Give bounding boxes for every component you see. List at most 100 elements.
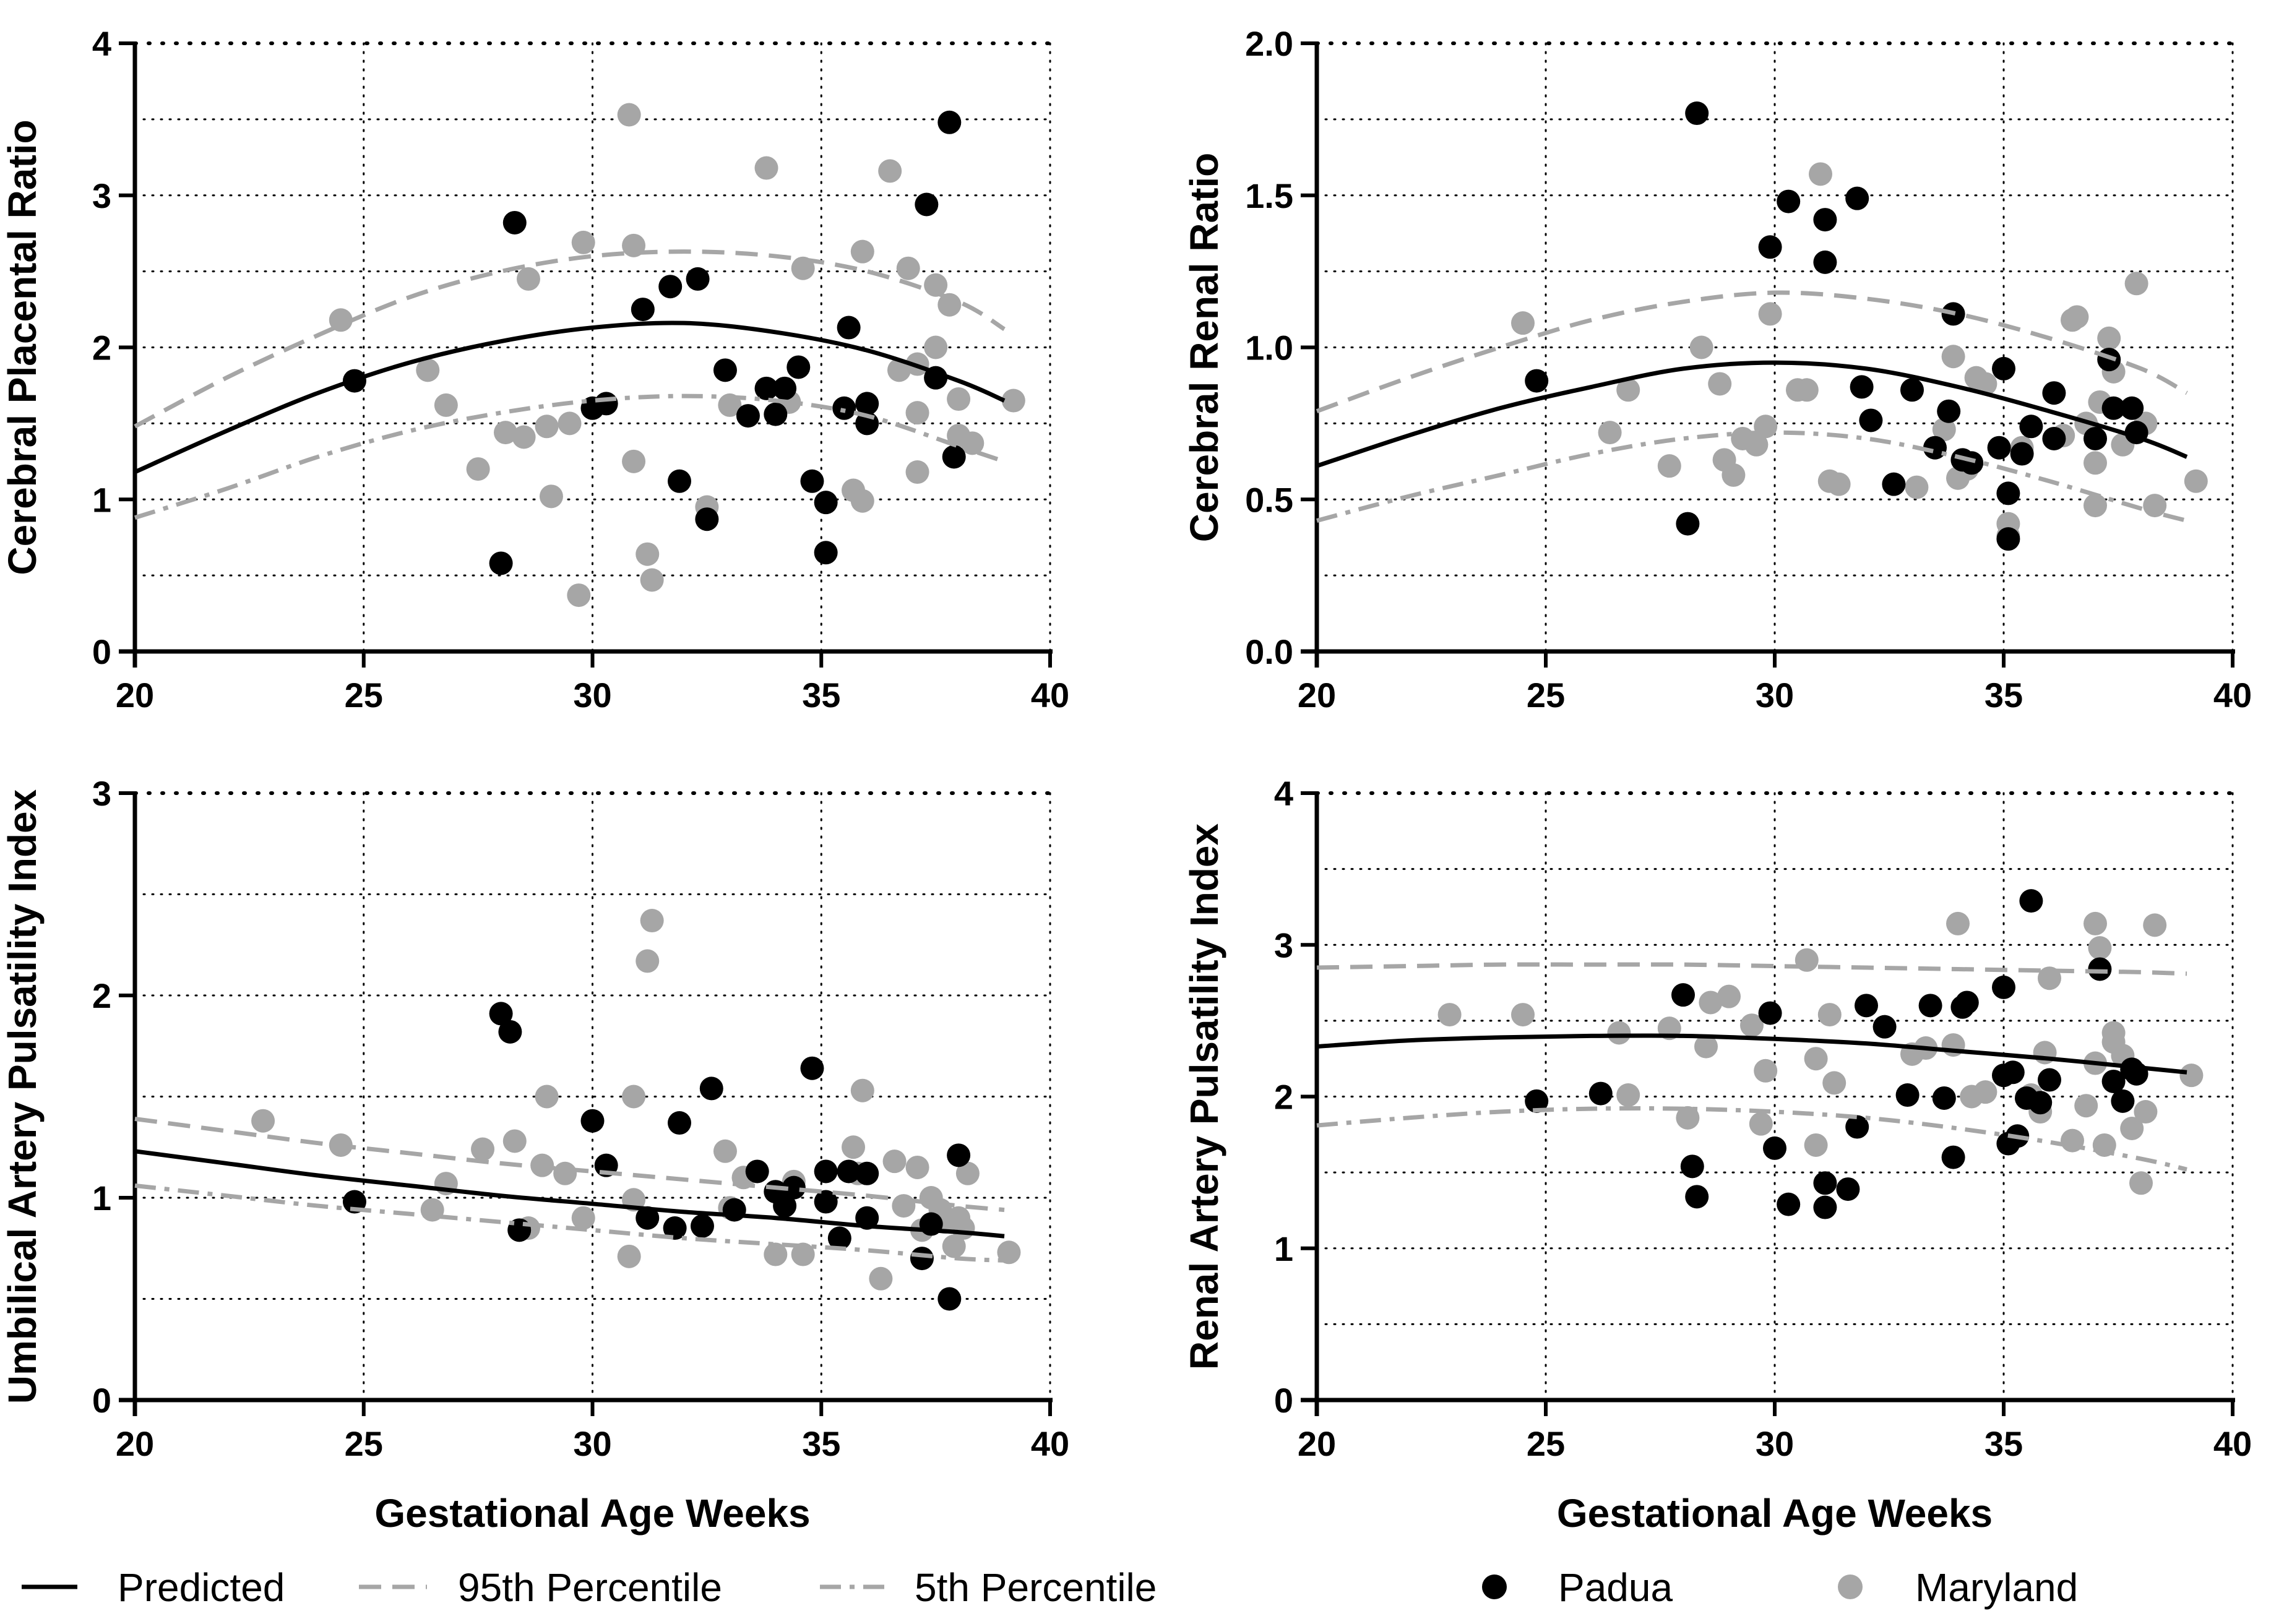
maryland-point	[791, 1242, 815, 1266]
padua-point	[2088, 957, 2112, 981]
padua-point	[1758, 1001, 1782, 1025]
y-tick-label: 1	[92, 1179, 111, 1218]
legend-padua-label: Padua	[1558, 1565, 1673, 1610]
maryland-point	[1717, 984, 1741, 1008]
maryland-point	[887, 358, 911, 382]
padua-point	[1855, 994, 1878, 1018]
padua-point	[1777, 189, 1801, 213]
padua-point	[937, 1287, 962, 1311]
maryland-point	[2088, 936, 2112, 960]
maryland-point	[558, 411, 582, 436]
maryland-point	[251, 1109, 275, 1133]
chart-panel-2: 0.0 0.5 1.0 1.5 2.0 20 25 30 35 40 Cerebral Renal …	[1182, 24, 2252, 715]
padua-point	[489, 551, 513, 575]
padua-point	[1525, 1089, 1549, 1113]
padua-point	[773, 376, 797, 400]
maryland-point	[924, 335, 948, 359]
y-tick-label: 2	[1274, 1078, 1293, 1117]
maryland-point	[1946, 911, 1970, 935]
padua-point	[855, 1161, 879, 1185]
padua-point	[1872, 1015, 1897, 1039]
x-tick-label: 40	[1031, 676, 1069, 715]
y-axis-title: Cerebral Renal Ratio	[1182, 153, 1226, 543]
maryland-point	[622, 1085, 646, 1109]
padua-point	[1845, 1115, 1869, 1139]
maryland-point	[850, 1078, 874, 1102]
padua-point	[736, 404, 760, 428]
padua-point	[695, 507, 719, 531]
y-tick-label: 3	[92, 774, 111, 813]
maryland-point	[466, 457, 490, 481]
maryland-point	[2074, 1094, 2098, 1118]
maryland-point	[1616, 1083, 1640, 1107]
padua-point	[2010, 442, 2034, 466]
maryland-point	[1437, 1003, 1462, 1027]
maryland-point	[1722, 463, 1746, 487]
maryland-point	[878, 159, 902, 183]
padua-point	[722, 1198, 746, 1222]
y-tick-label: 4	[92, 24, 111, 63]
maryland-point	[754, 156, 778, 180]
y-tick-label: 3	[92, 176, 111, 215]
padua-point	[1932, 1086, 1956, 1110]
padua-point	[1992, 356, 2015, 380]
legend-padua-dot-icon	[1482, 1575, 1507, 1599]
maryland-point	[571, 230, 595, 254]
maryland-point	[2084, 911, 2107, 935]
maryland-point	[640, 568, 664, 592]
padua-point	[1845, 186, 1869, 210]
legend: Predicted 95th Percentile 5th Percentile…	[22, 1565, 2078, 1610]
padua-point	[502, 210, 527, 234]
maryland-point	[1676, 1106, 1700, 1130]
padua-point	[2001, 1060, 2025, 1085]
padua-point	[1996, 481, 2020, 505]
legend-5th-label: 5th Percentile	[915, 1565, 1157, 1610]
padua-point	[1918, 994, 1942, 1018]
padua-point	[658, 275, 683, 299]
padua-point	[2038, 1068, 2061, 1092]
padua-point	[2028, 1091, 2053, 1115]
maryland-point	[2124, 272, 2148, 296]
padua-point	[498, 1020, 522, 1044]
x-tick-label: 25	[345, 676, 383, 715]
padua-point	[1960, 451, 1984, 475]
x-axis-title: Gestational Age Weeks	[1557, 1491, 1993, 1536]
maryland-point	[2129, 1171, 2153, 1195]
padua-point	[910, 1247, 934, 1271]
maryland-point	[1689, 335, 1713, 359]
padua-point	[1685, 1185, 1709, 1209]
x-tick-label: 35	[802, 676, 840, 715]
padua-point	[1996, 527, 2020, 551]
padua-point	[814, 1190, 838, 1214]
maryland-point	[937, 293, 962, 317]
padua-point	[837, 316, 861, 340]
padua-point	[947, 1143, 971, 1167]
maryland-point	[1804, 1047, 1828, 1071]
y-tick-label: 0	[92, 632, 111, 671]
x-tick-label: 30	[573, 676, 611, 715]
y-tick-label: 0.0	[1245, 632, 1293, 671]
y-tick-label: 1.5	[1245, 176, 1293, 215]
x-tick-label: 40	[1031, 1424, 1069, 1463]
maryland-point	[2179, 1063, 2204, 1088]
x-axis-title: Gestational Age Weeks	[374, 1491, 810, 1536]
percentile-5-line	[1316, 430, 2187, 523]
padua-point	[800, 1056, 824, 1080]
padua-point	[1525, 369, 1549, 393]
padua-point	[2111, 1089, 2135, 1113]
maryland-point	[905, 401, 929, 425]
predicted-line	[1316, 1033, 2187, 1075]
padua-point	[1758, 235, 1782, 259]
maryland-point	[1708, 372, 1732, 396]
padua-point	[937, 110, 962, 134]
maryland-point	[951, 1216, 975, 1240]
padua-point	[699, 1076, 723, 1101]
maryland-point	[1809, 162, 1832, 186]
padua-point	[2042, 426, 2066, 450]
y-tick-label: 3	[1274, 926, 1293, 965]
padua-point	[2042, 381, 2066, 405]
padua-point	[1680, 1154, 1704, 1179]
legend-95th-label: 95th Percentile	[458, 1565, 722, 1610]
padua-point	[686, 267, 710, 291]
